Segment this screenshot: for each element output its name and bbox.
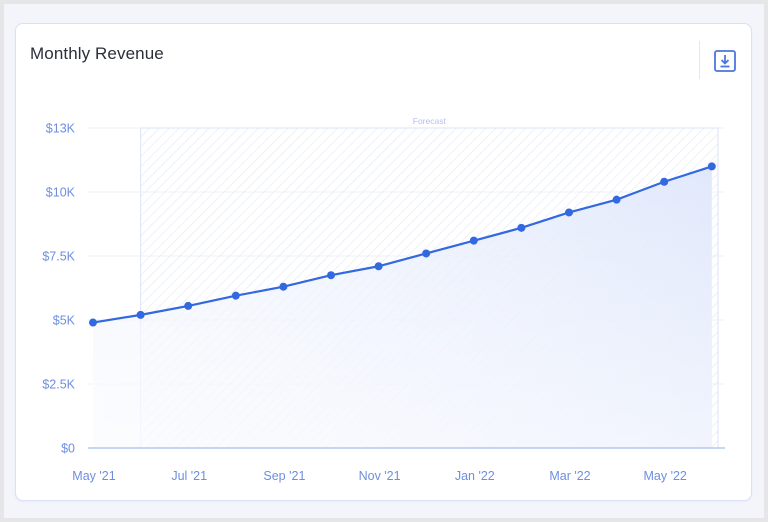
forecast-label: Forecast	[413, 116, 447, 126]
revenue-line	[92, 165, 713, 324]
data-point[interactable]	[707, 162, 716, 171]
y-tick-label: $5K	[53, 314, 76, 328]
revenue-area	[93, 166, 712, 448]
x-tick-label: Jan '22	[455, 469, 495, 483]
data-point[interactable]	[422, 249, 431, 258]
data-point[interactable]	[517, 223, 526, 232]
header-divider	[699, 41, 700, 79]
data-point[interactable]	[279, 282, 288, 291]
x-tick-label: May '21	[72, 469, 115, 483]
x-axis-labels: May '21 Jul '21 Sep '21 Nov '21 Jan '22 Mar '…	[72, 469, 687, 483]
card-title: Monthly Revenue	[30, 44, 164, 63]
x-tick-label: Sep '21	[263, 469, 305, 483]
y-tick-label: $7.5K	[42, 250, 75, 264]
data-point[interactable]	[89, 318, 97, 327]
data-point[interactable]	[136, 310, 145, 319]
y-axis-labels: $0 $2.5K $5K $7.5K $10K $13K	[42, 122, 75, 456]
data-point[interactable]	[327, 271, 335, 280]
data-points	[89, 162, 716, 327]
data-point[interactable]	[660, 177, 669, 186]
y-tick-label: $2.5K	[42, 378, 75, 392]
x-tick-label: Mar '22	[549, 469, 590, 483]
x-tick-label: Jul '21	[171, 469, 207, 483]
data-point[interactable]	[612, 195, 621, 204]
data-point[interactable]	[469, 236, 478, 245]
data-point[interactable]	[374, 262, 383, 271]
y-tick-label: $0	[61, 442, 75, 456]
data-point[interactable]	[184, 301, 193, 310]
download-icon	[714, 50, 736, 72]
data-point[interactable]	[565, 208, 573, 217]
x-tick-label: Nov '21	[359, 469, 401, 483]
x-tick-label: May '22	[644, 469, 687, 483]
y-tick-label: $13K	[46, 122, 76, 136]
data-point[interactable]	[231, 291, 240, 300]
y-tick-label: $10K	[46, 186, 76, 200]
download-button[interactable]	[713, 49, 737, 73]
